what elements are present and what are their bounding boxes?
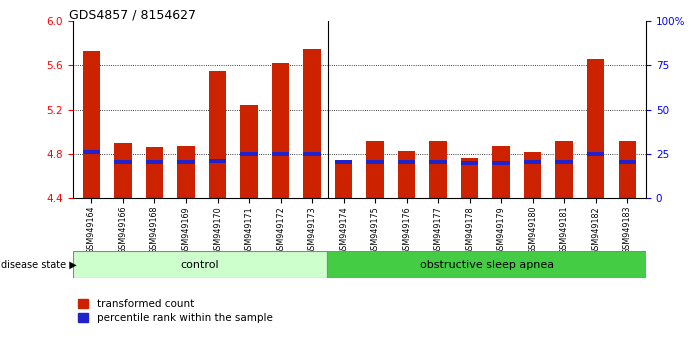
Bar: [618, 160, 636, 164]
Bar: [587, 152, 605, 156]
Bar: [398, 160, 415, 164]
Bar: [366, 160, 384, 164]
Text: control: control: [180, 259, 219, 270]
Bar: [73, 251, 328, 278]
Bar: [178, 160, 195, 164]
Bar: [272, 152, 290, 156]
Bar: [209, 159, 226, 162]
Bar: [524, 160, 541, 164]
Bar: [398, 151, 415, 198]
Bar: [83, 150, 100, 154]
Bar: [461, 159, 478, 198]
Bar: [461, 161, 478, 165]
Bar: [303, 49, 321, 198]
Bar: [335, 160, 352, 198]
Text: obstructive sleep apnea: obstructive sleep apnea: [419, 259, 553, 270]
Bar: [556, 160, 573, 164]
Bar: [366, 141, 384, 198]
Bar: [587, 59, 605, 198]
Bar: [83, 51, 100, 198]
Bar: [429, 141, 447, 198]
Bar: [328, 251, 646, 278]
Bar: [556, 141, 573, 198]
Bar: [493, 161, 510, 165]
Bar: [618, 141, 636, 198]
Bar: [114, 143, 132, 198]
Bar: [146, 160, 163, 164]
Legend: transformed count, percentile rank within the sample: transformed count, percentile rank withi…: [78, 299, 272, 323]
Bar: [240, 105, 258, 198]
Bar: [114, 160, 132, 164]
Bar: [335, 160, 352, 164]
Bar: [493, 146, 510, 198]
Bar: [303, 152, 321, 156]
Bar: [178, 146, 195, 198]
Bar: [209, 71, 226, 198]
Bar: [146, 147, 163, 198]
Text: disease state ▶: disease state ▶: [1, 259, 77, 270]
Text: GDS4857 / 8154627: GDS4857 / 8154627: [69, 9, 196, 22]
Bar: [524, 152, 541, 198]
Bar: [272, 63, 290, 198]
Bar: [240, 152, 258, 156]
Bar: [429, 160, 447, 164]
